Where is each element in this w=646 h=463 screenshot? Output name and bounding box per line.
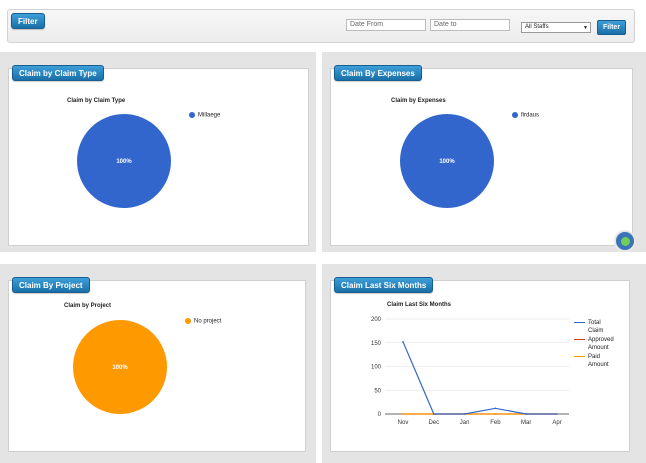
project-pie-chart: 100% — [73, 320, 167, 414]
claim-type-panel-title: Claim by Claim Type — [12, 65, 104, 81]
six-months-card: Claim Last Six Months Claim Last Six Mon… — [330, 277, 630, 452]
staff-select-value: All Staffs — [525, 24, 549, 30]
six-months-chart-title: Claim Last Six Months — [387, 302, 452, 308]
date-from-input[interactable]: Date From — [346, 19, 426, 31]
legend-item-no-project[interactable]: No project — [185, 318, 221, 325]
data-point — [463, 413, 466, 415]
pie-slice-no-project[interactable] — [73, 320, 167, 414]
expenses-card: Claim By Expenses Claim by Expenses 100%… — [330, 65, 633, 246]
legend-marker — [574, 321, 585, 323]
legend-label: firdaus — [521, 112, 540, 119]
y-tick-label: 150 — [371, 341, 382, 347]
y-tick-label: 0 — [378, 412, 382, 418]
legend-label: Total Claim — [588, 320, 604, 334]
data-point — [433, 413, 435, 415]
data-point — [402, 341, 404, 343]
claim-type-card: Claim by Claim Type Claim by Claim Type … — [8, 65, 309, 246]
x-tick-label: Mar — [521, 420, 531, 426]
filter-panel: Filter Date From Date to All Staffs ▼ Fi… — [7, 9, 635, 43]
pie-slice-firdaus[interactable] — [400, 114, 494, 208]
x-tick-label: Dec — [428, 420, 439, 426]
chevron-down-icon: ▼ — [583, 25, 588, 31]
claim-type-pie-chart: 100% — [77, 114, 171, 208]
y-tick-label: 100 — [371, 365, 382, 371]
six-months-line-chart: 200 150 100 50 0 Nov Dec Jan Feb Mar Apr — [371, 317, 569, 426]
chat-widget-button[interactable] — [614, 230, 636, 252]
pie-slice-label: 100% — [112, 365, 128, 371]
y-tick-label: 50 — [374, 388, 381, 394]
x-tick-label: Nov — [398, 420, 409, 426]
legend-item-total-claim[interactable]: Total Claim — [574, 319, 614, 335]
expenses-pie-chart: 100% — [400, 114, 494, 208]
expenses-chart-title: Claim by Expenses — [391, 98, 446, 104]
filter-button[interactable]: Filter — [597, 20, 626, 35]
project-chart-title: Claim by Project — [64, 303, 112, 309]
x-tick-label: Apr — [552, 420, 561, 426]
data-point — [525, 413, 527, 415]
data-point — [556, 413, 558, 415]
legend-label: Paid Amount — [588, 354, 609, 368]
claim-type-chart-title: Claim by Claim Type — [67, 98, 126, 104]
legend-item-millaege[interactable]: Millaege — [189, 112, 220, 119]
legend-marker — [512, 112, 518, 118]
legend-marker — [189, 112, 195, 118]
x-tick-label: Feb — [490, 420, 501, 426]
staff-select[interactable]: All Staffs ▼ — [521, 22, 591, 33]
y-tick-label: 200 — [371, 317, 382, 323]
legend-item-approved-amount[interactable]: Approved Amount — [574, 336, 618, 352]
legend-label: No project — [194, 318, 222, 325]
legend-marker — [574, 355, 585, 357]
expenses-panel-title: Claim By Expenses — [334, 65, 422, 81]
pie-slice-label: 100% — [439, 159, 455, 165]
legend-item-paid-amount[interactable]: Paid Amount — [574, 353, 614, 369]
project-panel-title: Claim By Project — [12, 277, 90, 293]
six-months-panel-title: Claim Last Six Months — [334, 277, 434, 293]
data-point — [494, 407, 497, 410]
pie-slice-label: 100% — [116, 159, 132, 165]
legend-item-firdaus[interactable]: firdaus — [512, 112, 539, 119]
series-line-total-claim — [402, 341, 557, 415]
data-point — [494, 413, 497, 415]
filter-panel-title: Filter — [11, 13, 45, 29]
legend-label: Millaege — [198, 112, 221, 119]
legend-marker — [185, 318, 191, 324]
legend-label: Approved Amount — [588, 337, 614, 351]
pie-slice-millaege[interactable] — [77, 114, 171, 208]
date-to-input[interactable]: Date to — [430, 19, 510, 31]
project-card: Claim By Project Claim by Project 100% N… — [8, 277, 306, 452]
chat-icon — [621, 237, 630, 246]
data-point — [402, 413, 404, 415]
x-tick-label: Jan — [460, 420, 470, 426]
legend-marker — [574, 338, 585, 340]
